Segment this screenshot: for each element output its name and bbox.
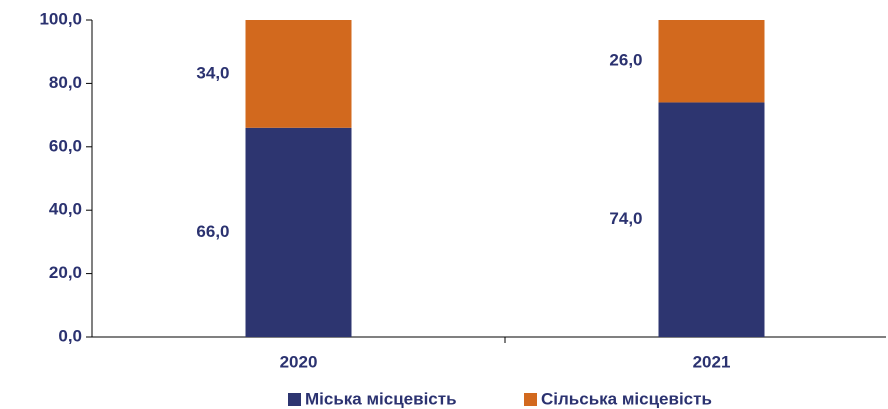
value-label: 74,0 [609, 209, 642, 228]
y-tick-label: 20,0 [49, 263, 82, 282]
y-tick-label: 40,0 [49, 200, 82, 219]
y-tick-label: 60,0 [49, 136, 82, 155]
y-tick-label: 80,0 [49, 73, 82, 92]
legend-swatch [288, 393, 301, 406]
x-tick-label: 2020 [280, 352, 318, 371]
value-label: 66,0 [196, 222, 229, 241]
value-label: 34,0 [196, 63, 229, 82]
x-tick-label: 2021 [693, 352, 731, 371]
y-tick-label: 100,0 [39, 9, 82, 28]
legend-swatch [524, 393, 537, 406]
y-tick-label: 0,0 [58, 326, 82, 345]
value-label: 26,0 [609, 51, 642, 70]
legend-label: Сільська місцевість [541, 389, 712, 408]
bar-segment [245, 127, 352, 337]
bar-segment [245, 20, 352, 128]
bar-segment [658, 20, 765, 103]
bar-segment [658, 102, 765, 337]
legend-label: Міська місцевість [305, 389, 457, 408]
